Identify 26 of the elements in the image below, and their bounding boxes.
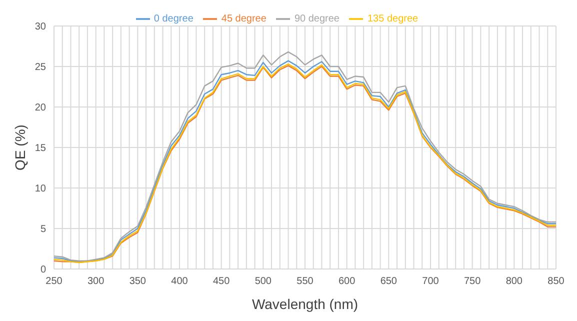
x-tick-label: 500 — [254, 276, 272, 288]
x-tick-label: 400 — [171, 276, 188, 288]
legend-label: 135 degree — [367, 14, 418, 25]
y-tick-label: 0 — [40, 264, 46, 276]
y-tick-label: 5 — [40, 224, 46, 236]
y-tick-label: 30 — [34, 22, 46, 33]
x-tick-label: 650 — [380, 276, 398, 288]
x-tick-label: 700 — [422, 276, 440, 288]
x-tick-label: 350 — [129, 276, 146, 288]
x-tick-label: 250 — [46, 276, 63, 288]
y-tick-label: 20 — [34, 102, 46, 114]
legend-label: 45 degree — [221, 14, 266, 25]
y-axis-title: QE (%) — [12, 124, 28, 170]
x-tick-label: 800 — [506, 276, 523, 288]
x-tick-label: 600 — [338, 276, 356, 288]
y-tick-label: 10 — [34, 184, 46, 195]
x-tick-label: 850 — [548, 276, 565, 288]
x-axis-title: Wavelength (nm) — [252, 296, 358, 312]
x-tick-label: 450 — [212, 276, 230, 288]
x-tick-label: 300 — [87, 276, 105, 288]
y-tick-label: 15 — [34, 143, 46, 154]
x-tick-label: 750 — [464, 276, 482, 288]
x-tick-label: 550 — [296, 276, 314, 288]
legend-label: 90 degree — [294, 14, 340, 25]
y-tick-label: 25 — [34, 62, 46, 74]
legend-label: 0 degree — [154, 14, 194, 25]
